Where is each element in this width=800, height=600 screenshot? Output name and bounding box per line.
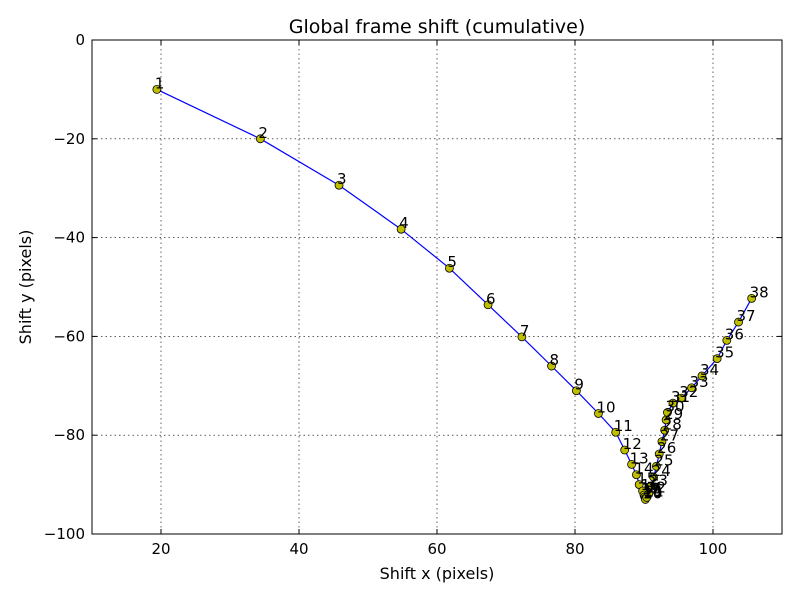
data-point-label: 10 bbox=[596, 398, 615, 416]
data-point-marker bbox=[712, 354, 722, 364]
data-point-label: 15 bbox=[637, 470, 656, 488]
data-point-marker bbox=[627, 459, 636, 469]
y-axis-title: Shift y (pixels) bbox=[16, 230, 35, 345]
data-point-marker bbox=[594, 409, 603, 418]
chart-title: Global frame shift (cumulative) bbox=[289, 16, 586, 38]
data-point-label: 11 bbox=[614, 417, 633, 435]
data-point-label: 14 bbox=[634, 460, 653, 478]
data-point-marker bbox=[747, 293, 757, 303]
data-point-label: 9 bbox=[574, 376, 584, 394]
data-point-marker bbox=[722, 335, 732, 345]
data-point-marker bbox=[697, 371, 707, 381]
y-tick-label: −80 bbox=[53, 426, 85, 444]
data-point-label: 36 bbox=[725, 325, 744, 343]
data-point-label: 17 bbox=[642, 480, 661, 498]
data-point-marker bbox=[611, 427, 621, 437]
y-tick-label: 0 bbox=[75, 31, 85, 49]
data-point-label: 28 bbox=[663, 415, 682, 433]
x-tick-labels: 20 40 60 80 100 bbox=[151, 540, 727, 558]
data-point-label: 21 bbox=[645, 482, 664, 500]
data-point-label: 6 bbox=[486, 290, 496, 308]
data-point-label: 34 bbox=[700, 361, 719, 379]
data-point-label: 22 bbox=[647, 478, 666, 496]
data-point-label: 29 bbox=[664, 405, 683, 423]
data-point-label: 32 bbox=[679, 383, 698, 401]
data-point-label: 24 bbox=[652, 462, 671, 480]
data-point-label: 8 bbox=[550, 351, 560, 369]
data-point-marker bbox=[676, 393, 686, 403]
data-point-label: 7 bbox=[520, 322, 530, 340]
data-point-label: 13 bbox=[630, 449, 649, 467]
y-tick-label: −100 bbox=[44, 525, 85, 543]
data-point-marker bbox=[483, 300, 493, 310]
y-tick-label: −60 bbox=[53, 327, 85, 345]
data-point-marker bbox=[547, 361, 556, 371]
data-point-marker bbox=[657, 437, 667, 447]
markers bbox=[152, 85, 757, 504]
x-tick-label: 60 bbox=[427, 540, 446, 558]
x-axis-title: Shift x (pixels) bbox=[380, 564, 495, 583]
data-point-marker bbox=[152, 85, 162, 94]
grid bbox=[92, 39, 782, 535]
data-point-label: 16 bbox=[641, 476, 660, 494]
data-point-marker bbox=[445, 263, 454, 273]
data-point-label: 30 bbox=[665, 397, 684, 415]
x-tick-label: 40 bbox=[289, 540, 308, 558]
data-point-marker bbox=[734, 317, 743, 327]
data-point-marker bbox=[660, 425, 670, 435]
x-tick-label: 20 bbox=[151, 540, 170, 558]
data-point-label: 4 bbox=[399, 214, 409, 232]
data-point-marker bbox=[571, 386, 581, 396]
data-point-label: 33 bbox=[690, 373, 709, 391]
data-point-label: 1 bbox=[155, 74, 165, 92]
x-tick-label: 80 bbox=[565, 540, 584, 558]
point-labels: 1234567891011121314151617181920212223242… bbox=[155, 74, 769, 502]
data-point-label: 5 bbox=[447, 253, 457, 271]
data-point-label: 23 bbox=[649, 472, 668, 490]
data-point-marker bbox=[620, 445, 630, 455]
data-point-label: 18 bbox=[643, 482, 662, 500]
y-tick-labels: 0 −20 −40 −60 −80 −100 bbox=[44, 31, 85, 543]
data-point-label: 26 bbox=[657, 439, 676, 457]
data-point-label: 20 bbox=[643, 484, 662, 502]
data-point-label: 37 bbox=[737, 307, 756, 325]
data-point-label: 25 bbox=[654, 451, 673, 469]
data-point-label: 27 bbox=[660, 427, 679, 445]
data-point-marker bbox=[663, 408, 672, 417]
data-point-marker bbox=[652, 461, 661, 471]
data-point-marker bbox=[632, 470, 641, 480]
data-point-label: 19 bbox=[643, 483, 662, 501]
data-point-label: 38 bbox=[750, 283, 769, 301]
data-point-marker bbox=[334, 180, 344, 190]
x-tick-label: 100 bbox=[699, 540, 728, 558]
data-point-marker bbox=[396, 224, 406, 234]
data-point-label: 2 bbox=[258, 124, 268, 142]
data-point-marker bbox=[517, 332, 527, 342]
data-point-label: 31 bbox=[671, 388, 690, 406]
y-tick-label: −20 bbox=[53, 130, 85, 148]
data-point-marker bbox=[646, 482, 656, 491]
axis-ticks bbox=[92, 39, 782, 535]
y-tick-label: −40 bbox=[53, 229, 85, 247]
data-point-label: 3 bbox=[337, 170, 347, 188]
data-point-marker bbox=[649, 472, 659, 482]
data-point-marker bbox=[668, 398, 678, 408]
data-point-label: 35 bbox=[715, 344, 734, 362]
data-point-marker bbox=[687, 383, 697, 393]
data-point-marker bbox=[654, 449, 664, 459]
data-point-marker bbox=[255, 134, 265, 144]
data-point-label: 12 bbox=[623, 435, 642, 453]
